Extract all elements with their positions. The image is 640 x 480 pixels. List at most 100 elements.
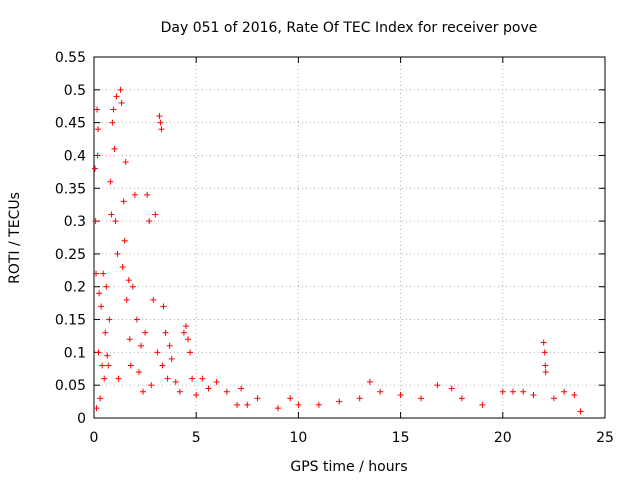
chart-title: Day 051 of 2016, Rate Of TEC Index for r… bbox=[161, 20, 538, 36]
data-point bbox=[108, 211, 115, 218]
data-point bbox=[223, 388, 230, 395]
data-point bbox=[499, 388, 506, 395]
data-point bbox=[162, 329, 169, 336]
data-point bbox=[112, 218, 119, 225]
y-tick-label: 0.25 bbox=[55, 247, 86, 263]
y-axis-label: ROTI / TECUs bbox=[7, 192, 23, 284]
y-tick-label: 0.5 bbox=[64, 83, 86, 99]
data-point bbox=[146, 218, 153, 225]
y-tick-label: 0.1 bbox=[64, 345, 86, 361]
data-point bbox=[97, 395, 104, 402]
data-point bbox=[377, 388, 384, 395]
data-point bbox=[148, 382, 155, 389]
data-point bbox=[95, 126, 102, 133]
data-point bbox=[366, 378, 373, 385]
data-point bbox=[103, 283, 110, 290]
data-point bbox=[93, 270, 100, 277]
data-point bbox=[287, 395, 294, 402]
data-point bbox=[106, 316, 113, 323]
data-point bbox=[315, 401, 322, 408]
data-point bbox=[127, 362, 134, 369]
data-point bbox=[123, 296, 130, 303]
x-tick-label: 20 bbox=[494, 430, 512, 446]
y-tick-label: 0.35 bbox=[55, 181, 86, 197]
data-point bbox=[418, 395, 425, 402]
data-point bbox=[185, 336, 192, 343]
data-point bbox=[93, 405, 100, 412]
data-point bbox=[238, 385, 245, 392]
data-point bbox=[126, 336, 133, 343]
data-point bbox=[144, 191, 151, 198]
data-point bbox=[94, 152, 101, 159]
data-point bbox=[100, 270, 107, 277]
data-point bbox=[172, 378, 179, 385]
data-point bbox=[138, 342, 145, 349]
data-point bbox=[101, 375, 108, 382]
data-point bbox=[213, 378, 220, 385]
data-point bbox=[142, 329, 149, 336]
axis-ticks: 0 5 10 15 20 25 0 0.05 0.1 0.15 0.2 0.25 0.3 0.35 0.4 0… bbox=[55, 50, 614, 446]
data-point bbox=[166, 342, 173, 349]
data-point bbox=[159, 362, 166, 369]
data-point bbox=[244, 401, 251, 408]
data-point bbox=[397, 392, 404, 399]
data-point bbox=[110, 106, 117, 113]
data-point bbox=[189, 375, 196, 382]
data-point bbox=[541, 349, 548, 356]
data-point bbox=[479, 401, 486, 408]
y-tick-label: 0.3 bbox=[64, 214, 86, 230]
data-point bbox=[98, 303, 105, 310]
data-point bbox=[577, 408, 584, 415]
data-point bbox=[109, 119, 116, 126]
x-tick-label: 15 bbox=[392, 430, 410, 446]
y-tick-label: 0.15 bbox=[55, 313, 86, 329]
data-point bbox=[205, 385, 212, 392]
data-point bbox=[99, 362, 106, 369]
data-point bbox=[458, 395, 465, 402]
data-point bbox=[561, 388, 568, 395]
data-point bbox=[92, 165, 99, 172]
data-point bbox=[115, 375, 122, 382]
data-point bbox=[94, 106, 101, 113]
data-point bbox=[131, 191, 138, 198]
data-point bbox=[254, 395, 261, 402]
data-point bbox=[120, 198, 127, 205]
y-tick-label: 0.45 bbox=[55, 116, 86, 132]
data-point bbox=[542, 362, 549, 369]
data-point bbox=[336, 398, 343, 405]
data-point bbox=[125, 277, 132, 284]
data-point bbox=[114, 250, 121, 257]
data-point bbox=[122, 159, 129, 166]
data-point bbox=[111, 145, 118, 152]
plot-frame bbox=[93, 56, 606, 419]
data-point bbox=[434, 382, 441, 389]
data-point bbox=[107, 178, 114, 185]
data-point bbox=[234, 401, 241, 408]
x-tick-label: 5 bbox=[192, 430, 201, 446]
y-tick-label: 0 bbox=[77, 411, 86, 427]
data-point bbox=[164, 375, 171, 382]
data-point bbox=[117, 86, 124, 93]
data-point bbox=[160, 303, 167, 310]
data-point bbox=[571, 392, 578, 399]
data-point bbox=[448, 385, 455, 392]
data-point bbox=[157, 119, 164, 126]
data-point bbox=[152, 211, 159, 218]
x-tick-label: 0 bbox=[90, 430, 99, 446]
data-point bbox=[140, 388, 147, 395]
data-point bbox=[135, 369, 142, 376]
data-point bbox=[96, 290, 103, 297]
data-point bbox=[113, 93, 120, 100]
data-point bbox=[104, 352, 111, 359]
grid-lines bbox=[94, 57, 605, 418]
x-axis-label: GPS time / hours bbox=[290, 459, 407, 475]
data-point bbox=[193, 392, 200, 399]
data-point bbox=[168, 355, 175, 362]
data-point bbox=[102, 329, 109, 336]
data-point bbox=[510, 388, 517, 395]
data-point bbox=[129, 283, 136, 290]
data-point bbox=[187, 349, 194, 356]
data-point bbox=[158, 126, 165, 133]
data-point bbox=[156, 113, 163, 120]
data-point bbox=[105, 362, 112, 369]
